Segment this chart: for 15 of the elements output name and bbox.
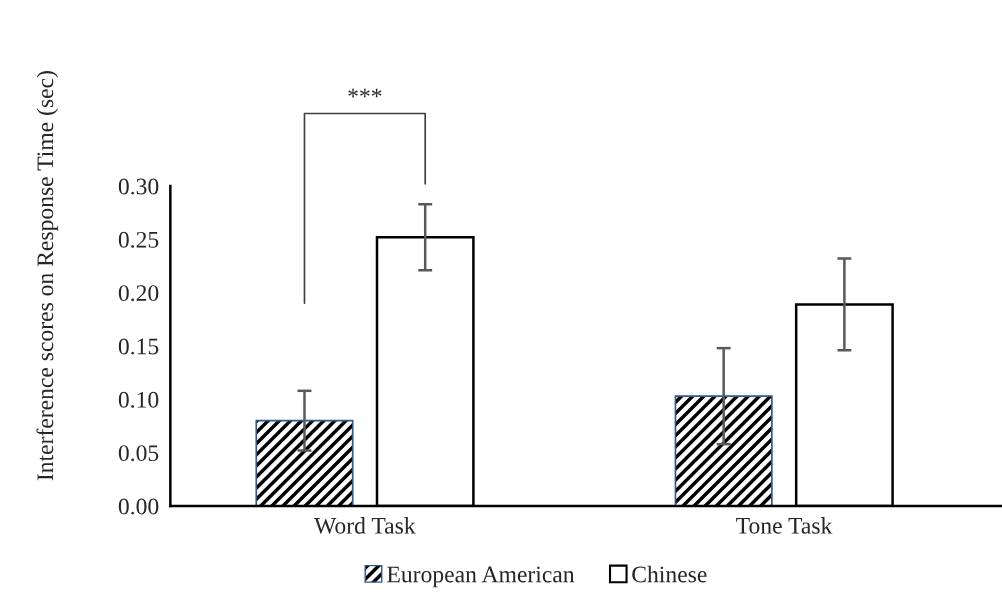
y-tick-label: 0.15 xyxy=(118,338,159,355)
y-tick-label: 0.10 xyxy=(118,391,159,408)
y-tick-label: 0.30 xyxy=(118,178,159,195)
bar xyxy=(255,419,354,506)
y-tick-label: 0.25 xyxy=(118,231,159,248)
legend-label: Chinese xyxy=(632,565,707,583)
y-tick-label: 0.20 xyxy=(118,285,159,302)
x-tick-label: Tone Task xyxy=(736,517,833,534)
y-tick-label: 0.05 xyxy=(118,445,159,462)
text: *** xyxy=(348,88,382,98)
y-axis-title: Interference scores on Response Time (sec) xyxy=(36,71,59,481)
legend-label: European American xyxy=(387,566,575,588)
bar xyxy=(674,395,773,506)
y-tick-label: 0.00 xyxy=(118,498,159,515)
x-tick-label: Word Task xyxy=(314,517,416,534)
